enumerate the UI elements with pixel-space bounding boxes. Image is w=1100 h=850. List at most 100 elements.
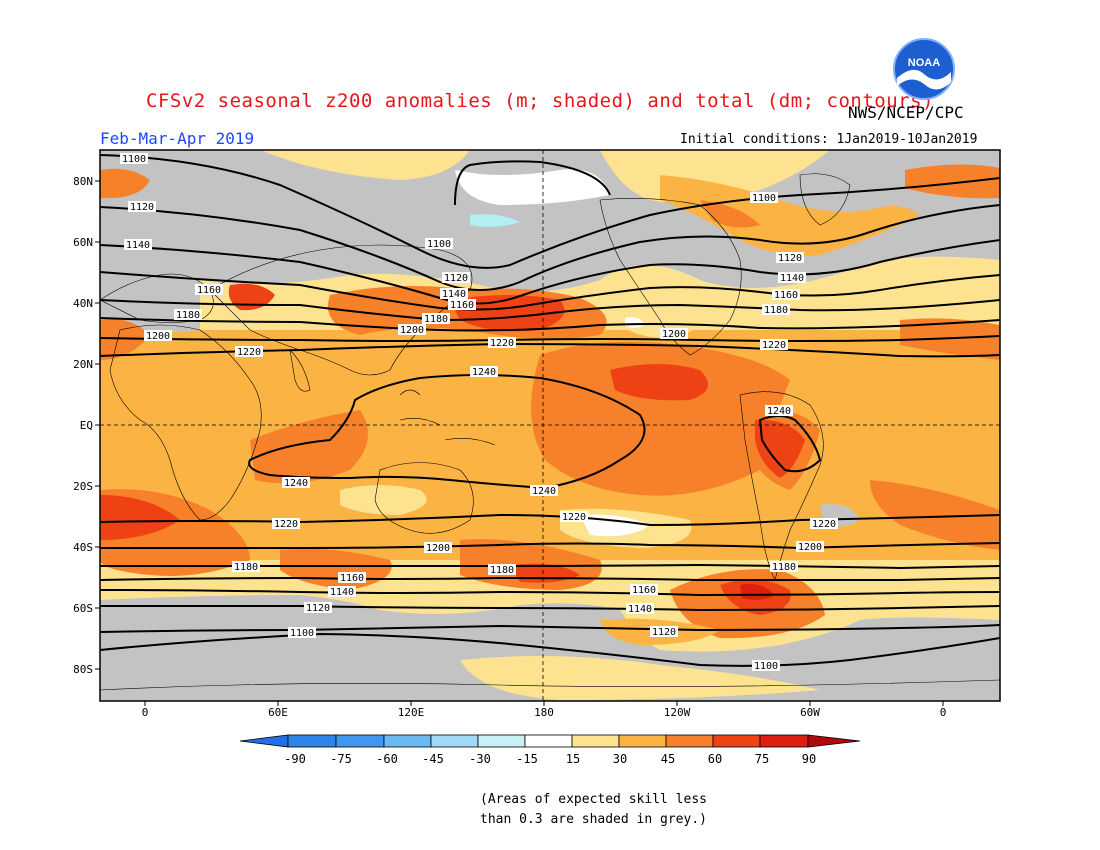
contour-label-1240a: 1240: [470, 366, 498, 378]
contour-label-1240d: 1240: [530, 485, 558, 497]
colorbar-label: -15: [516, 752, 538, 766]
svg-text:1240: 1240: [767, 406, 791, 417]
agency-label: NWS/NCEP/CPC: [848, 103, 964, 122]
lat-tick: 20N: [73, 358, 93, 371]
svg-text:1220: 1220: [237, 347, 261, 358]
contour-label-1100c: 1100: [750, 192, 778, 204]
contour-label-1100e: 1100: [752, 660, 780, 672]
contour-label-1220d: 1220: [272, 518, 300, 530]
contour-label-1180b: 1180: [422, 313, 450, 325]
colorbar-label: 15: [566, 752, 580, 766]
svg-text:1100: 1100: [122, 154, 146, 165]
noaa-logo-text: NOAA: [908, 57, 940, 69]
contour-label-1100a: 1100: [120, 153, 148, 165]
contour-label-1200b: 1200: [398, 324, 426, 336]
svg-text:1160: 1160: [197, 285, 221, 296]
contour-label-1220e: 1220: [560, 511, 588, 523]
contour-label-1220b: 1220: [488, 337, 516, 349]
colorbar-swatch: [524, 734, 573, 748]
contour-label-1240c: 1240: [282, 477, 310, 489]
colorbar-swatch: [477, 734, 526, 748]
svg-text:1240: 1240: [472, 367, 496, 378]
lat-tick: 60N: [73, 236, 93, 249]
colorbar-label: 30: [613, 752, 627, 766]
svg-text:1140: 1140: [780, 273, 804, 284]
contour-label-1140c: 1140: [778, 272, 806, 284]
contour-label-1120e: 1120: [650, 626, 678, 638]
lat-tick: 40S: [73, 541, 93, 554]
lon-tick: 120W: [664, 706, 691, 719]
svg-text:1160: 1160: [774, 290, 798, 301]
svg-text:1240: 1240: [532, 486, 556, 497]
lon-tick: 180: [534, 706, 554, 719]
svg-text:1220: 1220: [274, 519, 298, 530]
svg-text:1180: 1180: [424, 314, 448, 325]
colorbar-swatch: [383, 734, 432, 748]
contour-label-1180d: 1180: [232, 561, 260, 573]
contour-label-1120a: 1120: [128, 201, 156, 213]
svg-text:1220: 1220: [490, 338, 514, 349]
contour-label-1180e: 1180: [488, 564, 516, 576]
lat-tick: 80N: [73, 175, 93, 188]
contour-label-1180c: 1180: [762, 304, 790, 316]
colorbar-label: 45: [661, 752, 675, 766]
colorbar-arrow-right: [807, 734, 861, 748]
contour-label-1180a: 1180: [174, 309, 202, 321]
svg-text:1200: 1200: [146, 331, 170, 342]
lon-tick: 60W: [800, 706, 820, 719]
svg-text:1180: 1180: [176, 310, 200, 321]
colorbar-label: -75: [330, 752, 352, 766]
svg-text:1200: 1200: [400, 325, 424, 336]
svg-text:1160: 1160: [450, 300, 474, 311]
contour-label-1160d: 1160: [338, 572, 366, 584]
svg-text:1120: 1120: [306, 603, 330, 614]
contour-label-1160c: 1160: [772, 289, 800, 301]
contour-label-1140b: 1140: [440, 288, 468, 300]
colorbar-label: -30: [469, 752, 491, 766]
lon-tick: 0: [940, 706, 947, 719]
svg-text:1240: 1240: [284, 478, 308, 489]
skill-note-line1: (Areas of expected skill less: [480, 792, 707, 807]
contour-label-1240b: 1240: [765, 405, 793, 417]
contour-label-1160b: 1160: [448, 299, 476, 311]
svg-text:1180: 1180: [764, 305, 788, 316]
svg-text:1100: 1100: [754, 661, 778, 672]
svg-text:1120: 1120: [130, 202, 154, 213]
lat-tick: 60S: [73, 602, 93, 615]
contour-label-1160a: 1160: [195, 284, 223, 296]
svg-text:1100: 1100: [427, 239, 451, 250]
contour-label-1180f: 1180: [770, 561, 798, 573]
colorbar-swatch: [335, 734, 385, 748]
chart-title: CFSv2 seasonal z200 anomalies (m; shaded…: [146, 90, 934, 112]
lon-tick: 120E: [398, 706, 425, 719]
lat-tick: EQ: [80, 419, 93, 432]
svg-text:1200: 1200: [798, 542, 822, 553]
lat-tick: 40N: [73, 297, 93, 310]
colorbar-swatch: [665, 734, 714, 748]
svg-text:1200: 1200: [662, 329, 686, 340]
contour-label-1120b: 1120: [442, 272, 470, 284]
svg-text:1180: 1180: [772, 562, 796, 573]
colorbar-label: -60: [376, 752, 398, 766]
lat-tick: 80S: [73, 663, 93, 676]
contour-label-1220a: 1220: [235, 346, 263, 358]
contour-label-1140a: 1140: [124, 239, 152, 251]
contour-label-1120c: 1120: [776, 252, 804, 264]
svg-text:1100: 1100: [290, 628, 314, 639]
svg-text:1140: 1140: [442, 289, 466, 300]
contour-label-1100d: 1100: [288, 627, 316, 639]
svg-text:1180: 1180: [490, 565, 514, 576]
svg-text:1120: 1120: [444, 273, 468, 284]
contour-label-1200e: 1200: [796, 541, 824, 553]
svg-text:1140: 1140: [126, 240, 150, 251]
svg-text:1200: 1200: [426, 543, 450, 554]
colorbar: -90 -75 -60 -45 -30 -15 15 30 45 60 75 9…: [239, 734, 861, 766]
svg-text:1220: 1220: [562, 512, 586, 523]
map-chart: 1100 1100 1100 1120 1120 1120 1140 1140 …: [73, 149, 1001, 766]
colorbar-swatch: [712, 734, 761, 748]
colorbar-swatch: [759, 734, 809, 748]
lat-tick: 20S: [73, 480, 93, 493]
contour-label-1140d: 1140: [328, 586, 356, 598]
noaa-logo-icon: NOAA: [893, 38, 955, 100]
colorbar-arrow-left: [239, 734, 289, 748]
